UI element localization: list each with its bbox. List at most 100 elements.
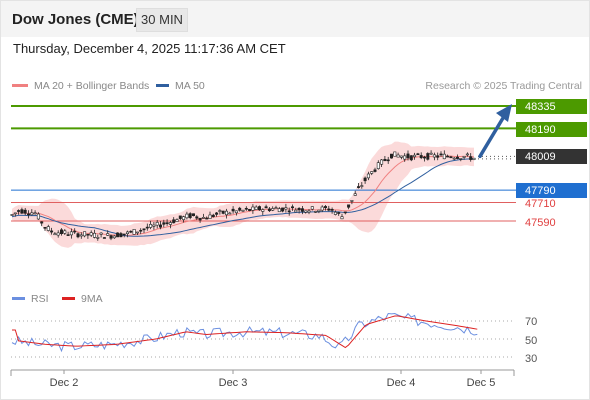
candle-body — [86, 233, 90, 236]
candle-body — [436, 155, 440, 158]
candle-body — [432, 154, 436, 158]
candle-body — [182, 216, 186, 220]
candle-body — [294, 209, 298, 213]
x-label-dec2: Dec 2 — [50, 377, 79, 389]
candle-body — [393, 151, 397, 157]
candle-body — [119, 233, 123, 238]
candle-body — [337, 212, 341, 214]
candle-body — [380, 159, 384, 165]
candle-body — [13, 212, 17, 215]
ma20-line — [11, 155, 475, 237]
candle-body — [63, 230, 67, 234]
candle-body — [106, 233, 110, 236]
candle-body — [290, 206, 294, 209]
candle-body — [257, 206, 261, 211]
legend-ma20: MA 20 + Bollinger Bands — [12, 80, 149, 92]
candle-body — [231, 208, 235, 212]
candle-body — [102, 237, 106, 239]
candle-body — [383, 158, 387, 162]
candle-body — [267, 208, 271, 212]
candle-body — [373, 169, 377, 172]
level-label-r2: 48335 — [525, 101, 556, 113]
candle-body — [426, 153, 430, 160]
candle-body — [320, 206, 324, 211]
candle-body — [208, 214, 212, 219]
candle-body — [198, 217, 202, 221]
candle-body — [178, 215, 182, 219]
candle-body — [323, 206, 327, 209]
candle-body — [185, 213, 189, 219]
ma20-label: MA 20 + Bollinger Bands — [34, 80, 150, 92]
ma50-label: MA 50 — [175, 80, 205, 92]
candle-body — [416, 153, 420, 156]
candle-body — [347, 204, 351, 208]
level-label-bg-pivot — [516, 183, 587, 198]
candle-body — [254, 206, 258, 210]
candles — [10, 150, 476, 241]
candle-body — [350, 200, 354, 202]
candle-body — [96, 237, 100, 239]
candle-body — [43, 227, 47, 229]
rsi-ma-label: 9MA — [81, 293, 103, 305]
level-label-s2: 47590 — [525, 217, 556, 229]
candle-body — [300, 208, 304, 212]
candle-body — [409, 155, 413, 161]
candle-body — [317, 209, 321, 212]
level-lines — [11, 105, 516, 222]
candle-body — [284, 207, 288, 210]
candle-body — [327, 208, 331, 211]
candle-body — [459, 158, 463, 160]
forecast-arrow-shaft — [478, 116, 505, 159]
timestamp: Thursday, December 4, 2025 11:17:36 AM C… — [13, 41, 286, 56]
candle-body — [304, 210, 308, 213]
candle-body — [360, 185, 364, 187]
candle-body — [363, 177, 367, 182]
candle-body — [20, 209, 24, 214]
candle-body — [165, 222, 169, 224]
moving-averages — [11, 155, 514, 237]
candle-body — [112, 235, 116, 239]
candle-body — [287, 210, 291, 213]
candle-body — [264, 206, 268, 209]
ma50-swatch — [156, 83, 169, 87]
candle-body — [205, 217, 209, 220]
candle-body — [168, 222, 172, 225]
candle-body — [396, 154, 400, 158]
candle-body — [241, 209, 245, 212]
candle-body — [399, 155, 403, 158]
candle-body — [244, 207, 248, 210]
candle-body — [116, 232, 120, 238]
ma20-swatch — [12, 83, 28, 87]
timeframe-badge[interactable]: 30 MIN — [136, 8, 188, 32]
candle-body — [228, 212, 232, 215]
candle-body — [69, 231, 73, 236]
candle-body — [452, 157, 456, 160]
candle-body — [356, 186, 360, 188]
candle-body — [76, 233, 80, 238]
candle-body — [79, 234, 83, 237]
candle-body — [248, 208, 252, 211]
candle-body — [132, 229, 136, 235]
candle-body — [238, 207, 242, 211]
x-axis: Dec 2 Dec 3 Dec 4 Dec 5 — [10, 369, 515, 389]
candle-body — [109, 235, 113, 239]
candle-body — [26, 213, 30, 216]
candle-body — [419, 155, 423, 159]
candle-body — [439, 153, 443, 156]
candle-body — [297, 207, 301, 211]
candle-body — [10, 214, 14, 216]
candle-body — [333, 211, 337, 215]
candle-body — [218, 210, 222, 212]
rsi-tick-70: 70 — [525, 316, 537, 328]
candle-body — [274, 207, 278, 209]
header-bar: Dow Jones (CME) 30 MIN — [1, 1, 589, 37]
rsi-swatch — [12, 296, 25, 300]
level-label-last: 48009 — [525, 151, 556, 163]
instrument-title: Dow Jones (CME) — [12, 11, 139, 28]
candle-body — [310, 206, 314, 210]
rsi-panel: 70 50 30 — [11, 312, 537, 365]
candle-body — [340, 216, 344, 220]
candle-body — [50, 230, 54, 233]
rsi-series — [11, 312, 478, 353]
